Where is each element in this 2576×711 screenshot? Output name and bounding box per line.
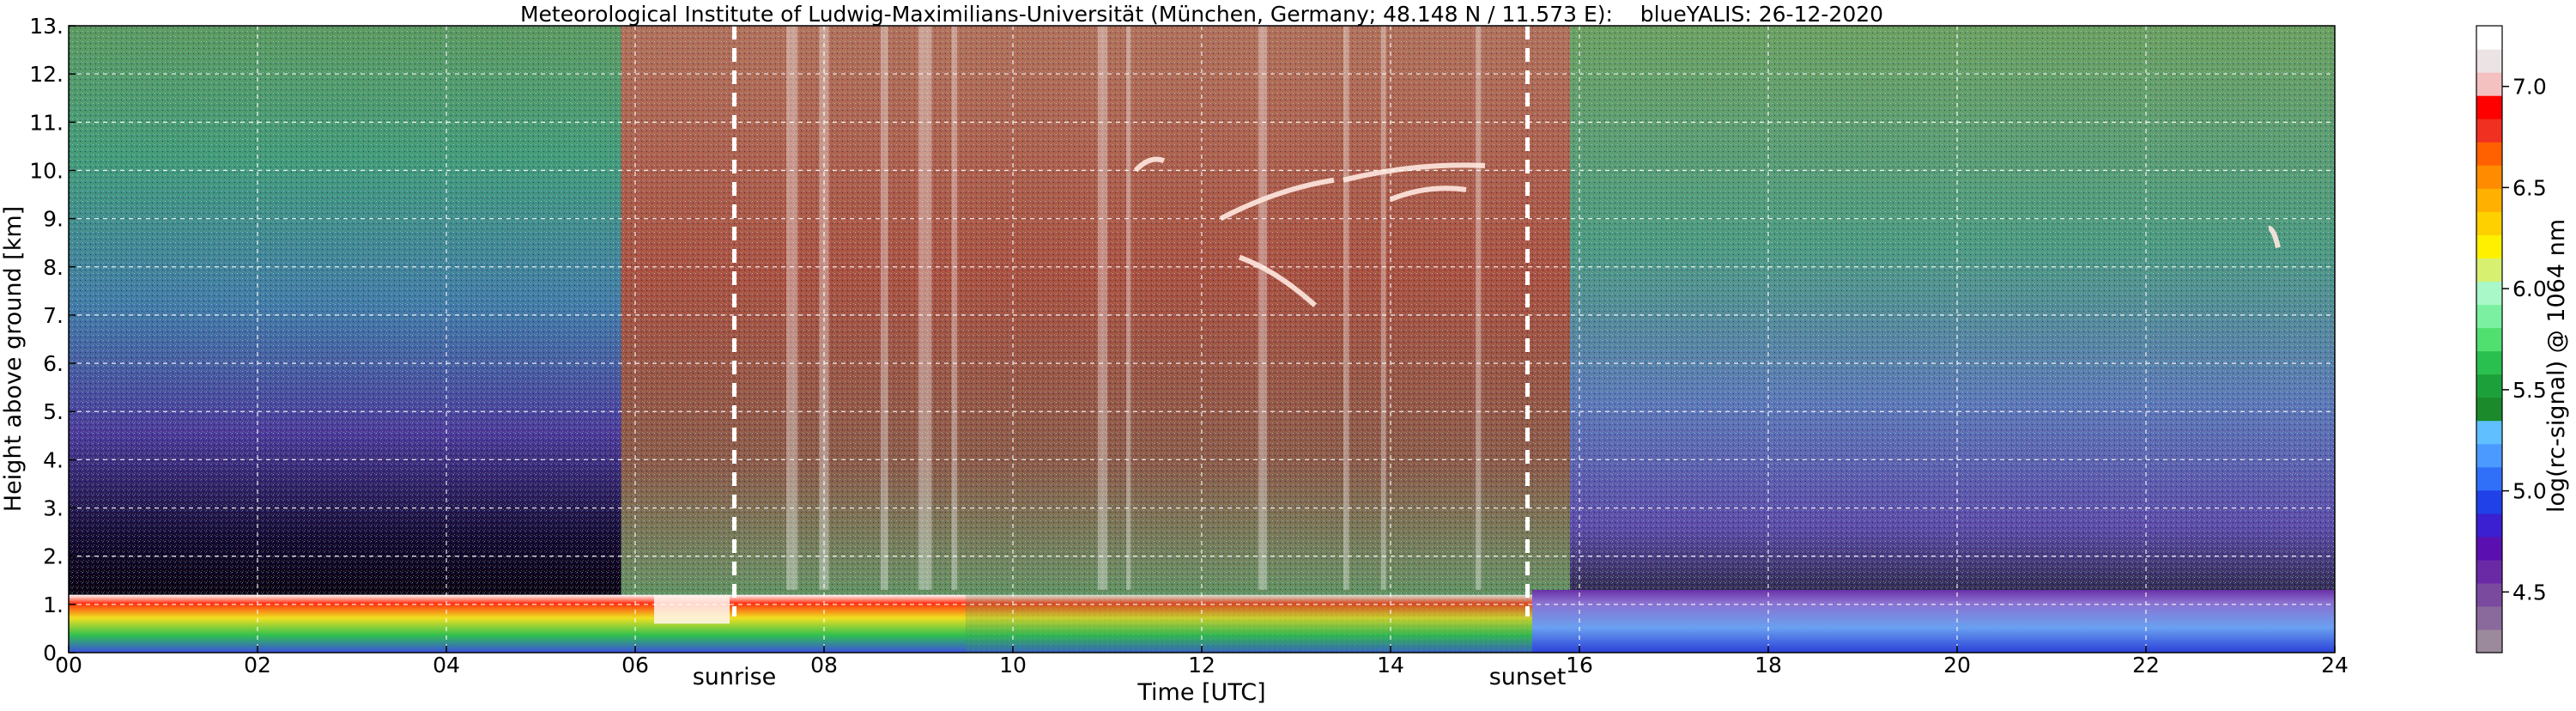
x-tick-label: 24 (2321, 653, 2349, 678)
x-axis-label: Time [UTC] (1136, 679, 1265, 706)
solar-streak (1476, 26, 1482, 590)
solar-streak (1098, 26, 1107, 590)
cirrus-cloud (1133, 156, 1166, 173)
y-tick-label: 1. (43, 592, 64, 617)
x-tick-label: 18 (1755, 653, 1782, 678)
colorbar: 4.5 5.0 5.5 6.0 6.5 7.0 (2476, 25, 2547, 653)
colorbar-frame (2476, 25, 2503, 653)
boundary-layer-day (966, 594, 1532, 653)
colorbar-label: log(rc-signal) @ 1064 nm (2543, 219, 2570, 513)
colorbar-segment (2476, 72, 2502, 96)
fog-layer (654, 594, 730, 624)
x-axis: 00 02 04 06 08 10 12 14 16 18 20 22 24 (55, 646, 2349, 678)
x-tick-label: 12 (1188, 653, 1215, 678)
boundary-layer-morning (69, 594, 966, 653)
event-label-sunset: sunset (1489, 664, 1567, 690)
solar-streak (951, 26, 958, 590)
grid-lines (69, 26, 2335, 653)
x-tick-label: 16 (1566, 653, 1593, 678)
colorbar-segment (2476, 582, 2502, 607)
solar-streak (1343, 26, 1349, 590)
colorbar-segment (2476, 304, 2502, 329)
colorbar-segment (2476, 489, 2502, 514)
solar-streak (1126, 26, 1131, 590)
x-tick-label: 10 (999, 653, 1027, 678)
colorbar-segment (2476, 281, 2502, 306)
x-tick-label: 14 (1377, 653, 1404, 678)
colorbar-segment (2476, 188, 2502, 212)
colorbar-tick-label: 4.5 (2512, 580, 2547, 605)
colorbar-segment (2476, 258, 2502, 283)
cirrus-cloud (1343, 162, 1486, 183)
colorbar-segment (2476, 536, 2502, 561)
solar-streak (1258, 26, 1267, 590)
event-label-sunrise: sunrise (693, 664, 777, 690)
x-tick-label: 02 (244, 653, 271, 678)
cirrus-cloud (1219, 177, 1335, 222)
colorbar-segment (2476, 466, 2502, 491)
y-tick-label: 4. (43, 447, 64, 472)
y-tick-label: 9. (43, 207, 64, 232)
y-tick-label: 0. (43, 641, 64, 665)
solar-streak (786, 26, 798, 590)
solar-streak (881, 26, 888, 590)
y-tick-label: 12. (29, 62, 64, 87)
colorbar-segment (2476, 420, 2502, 445)
colorbar-segment (2476, 559, 2502, 584)
chart-title: Meteorological Institute of Ludwig-Maxim… (520, 2, 1883, 27)
y-tick-label: 11. (29, 110, 64, 135)
colorbar-segment (2476, 165, 2502, 189)
colorbar-segment (2476, 118, 2502, 143)
y-tick-label: 10. (29, 158, 64, 183)
y-axis: 0. 1. 2. 3. 4. 5. 6. 7. 8. 9. 10. 11. 12. 13. (29, 14, 76, 665)
solar-streak (819, 26, 829, 590)
colorbar-segment (2476, 397, 2502, 422)
colorbar-segment (2476, 211, 2502, 235)
cirrus-cloud (2268, 225, 2281, 248)
y-tick-label: 5. (43, 399, 64, 424)
y-tick-label: 7. (43, 303, 64, 328)
colorbar-segment (2476, 142, 2502, 166)
colorbar-segment (2476, 234, 2502, 258)
boundary-layer-evening (1532, 590, 2335, 653)
colorbar-segment (2476, 374, 2502, 398)
y-tick-label: 2. (43, 544, 64, 569)
colorbar-segment (2476, 629, 2502, 653)
cirrus-cloud (1389, 185, 1467, 202)
colorbar-segment (2476, 443, 2502, 468)
x-tick-label: 20 (1943, 653, 1971, 678)
x-tick-label: 04 (433, 653, 460, 678)
colorbar-tick-label: 6.0 (2512, 276, 2547, 301)
y-tick-label: 8. (43, 255, 64, 280)
colorbar-tick-label: 5.0 (2512, 479, 2547, 504)
colorbar-segment (2476, 26, 2502, 50)
cirrus-cloud (1238, 254, 1318, 307)
colorbar-segment (2476, 513, 2502, 538)
colorbar-tick-label: 6.5 (2512, 175, 2547, 200)
colorbar-segment (2476, 95, 2502, 119)
event-markers: sunrise sunset (693, 26, 1567, 690)
solar-streak (918, 26, 932, 590)
colorbar-segment (2476, 327, 2502, 352)
y-tick-label: 3. (43, 496, 64, 521)
colorbar-segment (2476, 49, 2502, 73)
solar-streak (1381, 26, 1386, 590)
colorbar-tick-label: 7.0 (2512, 75, 2547, 100)
colorbar-segment (2476, 350, 2502, 375)
x-tick-label: 06 (621, 653, 649, 678)
y-tick-label: 6. (43, 351, 64, 376)
y-axis-label: Height above ground [km] (0, 206, 27, 512)
colorbar-tick-label: 5.5 (2512, 378, 2547, 403)
x-tick-label: 22 (2132, 653, 2160, 678)
colorbar-segment (2476, 605, 2502, 630)
x-tick-label: 00 (55, 653, 82, 678)
x-tick-label: 08 (810, 653, 838, 678)
y-tick-label: 13. (29, 14, 64, 39)
